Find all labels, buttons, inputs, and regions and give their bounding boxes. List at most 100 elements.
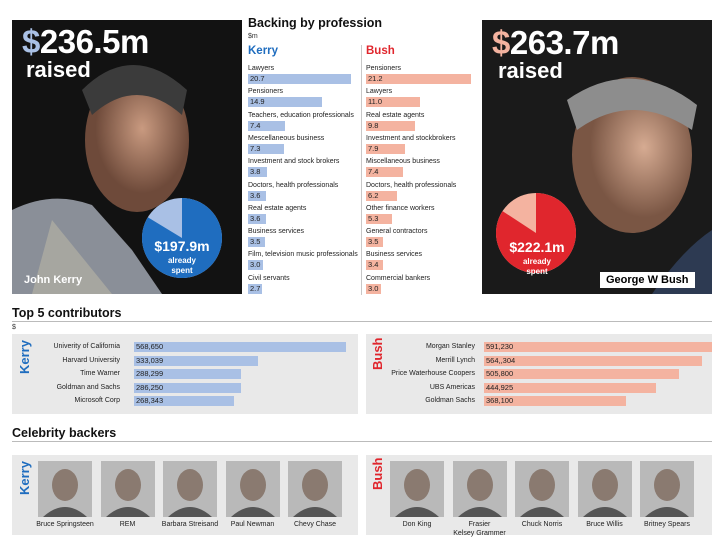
profession-kerry-value-6: 3.6 — [250, 213, 261, 223]
profession-kerry-label-8: Film, television music professionals — [248, 251, 358, 259]
celebrity-kerry-photo-0 — [38, 461, 92, 517]
profession-bush-bar-8 — [366, 260, 383, 271]
celebrity-kerry-name-1: REM — [88, 520, 168, 529]
profession-kerry-bar-8 — [248, 260, 263, 271]
profession-bush-label-1: Lawyers — [366, 88, 393, 96]
profession-kerry-value-7: 3.5 — [250, 237, 261, 247]
profession-bush-value-5: 6.2 — [368, 190, 379, 200]
contributor-kerry-value-0: 568,650 — [136, 342, 164, 351]
contributors-unit: $ — [12, 324, 16, 331]
contributor-bush-name-3: UBS Americas — [429, 383, 475, 391]
celebrity-bush-name-1-line-0: Frasier — [468, 521, 491, 528]
profession-kerry-value-4: 3.8 — [250, 167, 261, 177]
celebrity-kerry-name-1-line-0: REM — [119, 521, 136, 528]
bush-raised-amount: $263.7m — [492, 24, 619, 62]
profession-kerry-value-9: 2.7 — [250, 283, 261, 293]
contributor-bush-bar-4 — [484, 396, 626, 406]
celebrity-bush-name-2-line-0: Chuck Norris — [521, 521, 563, 528]
profession-bush-value-4: 7.4 — [368, 167, 379, 177]
celebrity-bush-name-4: Britney Spears — [627, 520, 707, 529]
kerry-spent-pie — [142, 198, 222, 278]
profession-bush-label-0: Pensioners — [366, 65, 402, 72]
bush-dollar-sign: $ — [492, 24, 510, 61]
celebrity-bush-photo-4 — [640, 461, 694, 517]
profession-kerry-label-6: Real estate agents — [248, 204, 307, 212]
profession-kerry-bar-1 — [248, 97, 322, 108]
profession-divider — [361, 45, 362, 295]
celebrities-title: Celebrity backers — [12, 426, 117, 440]
celebrity-bush-name-0: Don King — [377, 520, 457, 529]
contributor-kerry-name-2: Time Warner — [80, 370, 120, 377]
celebrity-bush-photo-3 — [577, 461, 632, 517]
profession-bush-label-2: Real estate agents — [366, 111, 425, 119]
profession-kerry-label-3: Mescellaneous business — [248, 134, 325, 142]
celebrity-kerry-name-0: Bruce Springsteen — [25, 520, 105, 529]
celebrity-kerry-photo-3 — [225, 461, 280, 517]
contributor-kerry-bar-3 — [134, 382, 241, 393]
contributors-rule — [12, 321, 712, 322]
bush-raised-label: raised — [498, 58, 563, 83]
bush-photo-panel: $263.7m raised $222.1m already spent Geo… — [482, 20, 712, 294]
contributor-bush-value-2: 505,800 — [486, 369, 514, 378]
kerry-celebrities-label: Kerry — [17, 461, 32, 495]
kerry-photo-panel: $236.5m raised $197.9m already spent Joh… — [12, 20, 242, 294]
celebrity-bush-name-2: Chuck Norris — [502, 520, 582, 529]
bush-spent-pie — [496, 193, 576, 273]
profession-bush-bar-1 — [366, 97, 421, 108]
celebrity-kerry-name-3: Paul Newman — [213, 520, 293, 529]
profession-kerry-bar-5 — [248, 190, 266, 201]
bush-amount-number: 263.7m — [509, 24, 619, 61]
contributor-bush-value-4: 368,100 — [486, 396, 514, 405]
profession-bush-bar-2 — [366, 120, 415, 131]
profession-bush-bar-0 — [366, 74, 471, 84]
profession-bush-bar-7 — [366, 237, 384, 248]
celebrity-kerry-name-0-line-0: Bruce Springsteen — [36, 521, 94, 528]
profession-bush-value-0: 21.2 — [368, 74, 383, 83]
bush-spent-label-2: spent — [526, 267, 548, 276]
contributors-title: Top 5 contributors — [12, 306, 122, 320]
profession-kerry-bar-0 — [248, 74, 351, 84]
profession-kerry-header: Kerry — [248, 45, 279, 57]
celebrity-kerry-name-2: Barbara Streisand — [150, 520, 230, 529]
profession-bush-label-6: Other finance workers — [366, 204, 435, 212]
kerry-amount-number: 236.5m — [39, 23, 149, 60]
celebrity-kerry-photo-2 — [163, 461, 217, 517]
kerry-spent-label-1: already — [167, 256, 197, 265]
profession-bush-value-7: 3.5 — [368, 237, 379, 247]
kerry-name-caption: John Kerry — [24, 274, 83, 286]
profession-kerry-bar-7 — [248, 237, 266, 248]
profession-kerry-bar-4 — [248, 167, 267, 178]
celebrity-bush-name-1-line-1: Kelsey Grammer — [453, 530, 506, 537]
contributor-bush-value-3: 444,925 — [486, 382, 514, 392]
profession-kerry-bar-6 — [248, 213, 266, 224]
profession-bush-header: Bush — [366, 45, 395, 57]
contributor-bush-bar-2 — [484, 369, 680, 379]
celebrity-kerry-name-3-line-0: Paul Newman — [230, 521, 275, 528]
profession-kerry-value-0: 20.7 — [250, 74, 265, 83]
profession-kerry-label-7: Business services — [248, 228, 305, 236]
celebrity-bush-name-4-line-0: Britney Spears — [644, 521, 690, 528]
profession-kerry-value-3: 7.3 — [250, 143, 261, 153]
contributor-kerry-value-1: 333,039 — [136, 355, 164, 365]
profession-bush-label-8: Business services — [366, 251, 423, 259]
profession-bush-value-8: 3.4 — [368, 260, 379, 270]
kerry-raised-label: raised — [26, 57, 91, 82]
profession-unit: $m — [248, 33, 258, 40]
profession-bush-value-6: 5.3 — [368, 213, 379, 223]
profession-bush-bar-4 — [366, 167, 403, 178]
kerry-pie-spent-slice — [142, 198, 222, 278]
contributor-kerry-name-3: Goldman and Sachs — [56, 383, 120, 391]
profession-bush-label-9: Commercial bankers — [366, 274, 431, 282]
celebrity-bush-name-3-line-0: Bruce Willis — [586, 521, 623, 528]
profession-kerry-bar-2 — [248, 120, 285, 131]
profession-kerry-label-2: Teachers, education professionals — [248, 111, 354, 119]
profession-bush-bar-3 — [366, 143, 406, 154]
contributor-bush-name-0: Morgan Stanley — [425, 343, 475, 350]
contributor-bush-bar-0 — [484, 342, 712, 352]
bush-name-caption: George W Bush — [600, 272, 695, 288]
contributor-kerry-value-3: 286,250 — [136, 382, 164, 392]
profession-bush-value-2: 9.8 — [368, 120, 379, 130]
contributor-bush-value-0: 591,230 — [486, 342, 514, 351]
contributor-kerry-name-4: Microsoft Corp — [74, 397, 120, 404]
celebrity-bush-name-3: Bruce Willis — [565, 520, 645, 529]
